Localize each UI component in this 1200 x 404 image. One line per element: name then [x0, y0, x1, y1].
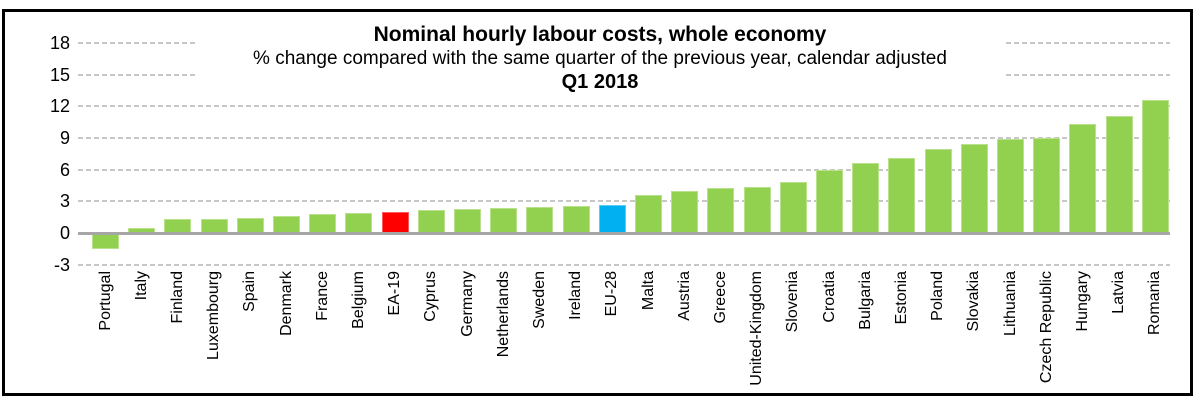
gridline-9	[78, 137, 1170, 140]
bar-estonia	[888, 158, 916, 233]
bar-austria	[671, 190, 699, 233]
x-axis-label-ireland: Ireland	[567, 271, 585, 320]
bar-belgium	[345, 212, 373, 233]
chart-title: Nominal hourly labour costs, whole econo…	[373, 23, 827, 46]
x-axis-label-estonia: Estonia	[892, 271, 910, 325]
bar-cyprus	[417, 209, 445, 233]
x-axis-label-poland: Poland	[929, 271, 947, 321]
bar-slovakia	[960, 144, 988, 233]
y-axis-tick-0: 0	[59, 223, 70, 243]
gridline-3	[78, 200, 1170, 203]
x-axis-label-bulgaria: Bulgaria	[856, 271, 874, 330]
y-axis-tick--3: -3	[53, 254, 70, 275]
bar-denmark	[273, 216, 300, 233]
bar-hungary	[1069, 124, 1097, 233]
x-axis-label-luxembourg: Luxembourg	[205, 271, 223, 360]
chart-subtitle: % change compared with the same quarter …	[253, 48, 947, 69]
x-axis-label-latvia: Latvia	[1110, 271, 1128, 314]
x-axis-label-slovakia: Slovakia	[965, 271, 983, 332]
x-axis-label-italy: Italy	[132, 271, 150, 301]
chart-period: Q1 2018	[561, 71, 639, 93]
bar-united-kingdom	[743, 186, 771, 233]
zero-axis-line	[78, 231, 1170, 235]
y-axis-tick-18: 18	[49, 33, 70, 54]
y-axis-tick-6: 6	[59, 159, 70, 180]
bar-netherlands	[490, 207, 518, 233]
x-axis-label-portugal: Portugal	[96, 271, 114, 331]
bar-greece	[707, 187, 735, 233]
x-axis-label-croatia: Croatia	[820, 271, 838, 323]
x-axis-label-greece: Greece	[711, 271, 729, 324]
bar-germany	[454, 208, 481, 233]
gridline-12	[78, 105, 1170, 108]
y-axis-tick-12: 12	[49, 96, 70, 117]
x-axis-label-denmark: Denmark	[277, 271, 295, 336]
bar-ea-19	[381, 211, 409, 233]
x-axis-label-germany: Germany	[458, 271, 476, 337]
y-axis-tick-9: 9	[59, 128, 70, 149]
x-axis-label-lithuania: Lithuania	[1001, 271, 1019, 336]
y-axis-tick-15: 15	[49, 64, 70, 85]
x-axis-label-hungary: Hungary	[1073, 271, 1091, 332]
gridline-6	[78, 168, 1170, 171]
x-axis-label-romania: Romania	[1146, 271, 1164, 336]
x-axis-label-belgium: Belgium	[349, 271, 367, 329]
bar-slovenia	[779, 182, 807, 233]
y-axis-tick-3: 3	[59, 191, 70, 212]
x-axis-label-netherlands: Netherlands	[494, 271, 512, 358]
bar-czech-republic	[1033, 138, 1061, 233]
gridline--3	[78, 263, 1170, 266]
x-axis-label-malta: Malta	[639, 271, 657, 311]
bar-france	[309, 214, 337, 233]
bar-malta	[635, 195, 662, 233]
x-axis-label-ea-19: EA-19	[386, 271, 404, 316]
x-axis-label-sweden: Sweden	[530, 271, 548, 329]
bar-bulgaria	[852, 163, 880, 233]
bar-poland	[924, 148, 952, 233]
bar-latvia	[1105, 115, 1133, 233]
x-axis-label-cyprus: Cyprus	[422, 271, 440, 322]
x-axis-label-eu-28: EU-28	[603, 271, 621, 317]
x-axis-label-austria: Austria	[675, 271, 693, 321]
bar-portugal	[92, 233, 119, 249]
chart-title-block: Nominal hourly labour costs, whole econo…	[195, 18, 1005, 94]
x-axis-label-czech-republic: Czech Republic	[1037, 271, 1055, 384]
x-axis-label-finland: Finland	[168, 271, 186, 324]
x-axis-label-slovenia: Slovenia	[784, 271, 802, 333]
bar-romania	[1141, 100, 1169, 233]
x-axis-label-spain: Spain	[241, 271, 259, 312]
x-axis-label-united-kingdom: United-Kingdom	[748, 271, 766, 386]
x-axis-label-france: France	[313, 271, 331, 321]
bar-eu-28	[598, 204, 626, 233]
bar-croatia	[816, 169, 843, 233]
bar-ireland	[562, 205, 590, 233]
bar-sweden	[526, 206, 554, 233]
bar-lithuania	[997, 139, 1024, 233]
